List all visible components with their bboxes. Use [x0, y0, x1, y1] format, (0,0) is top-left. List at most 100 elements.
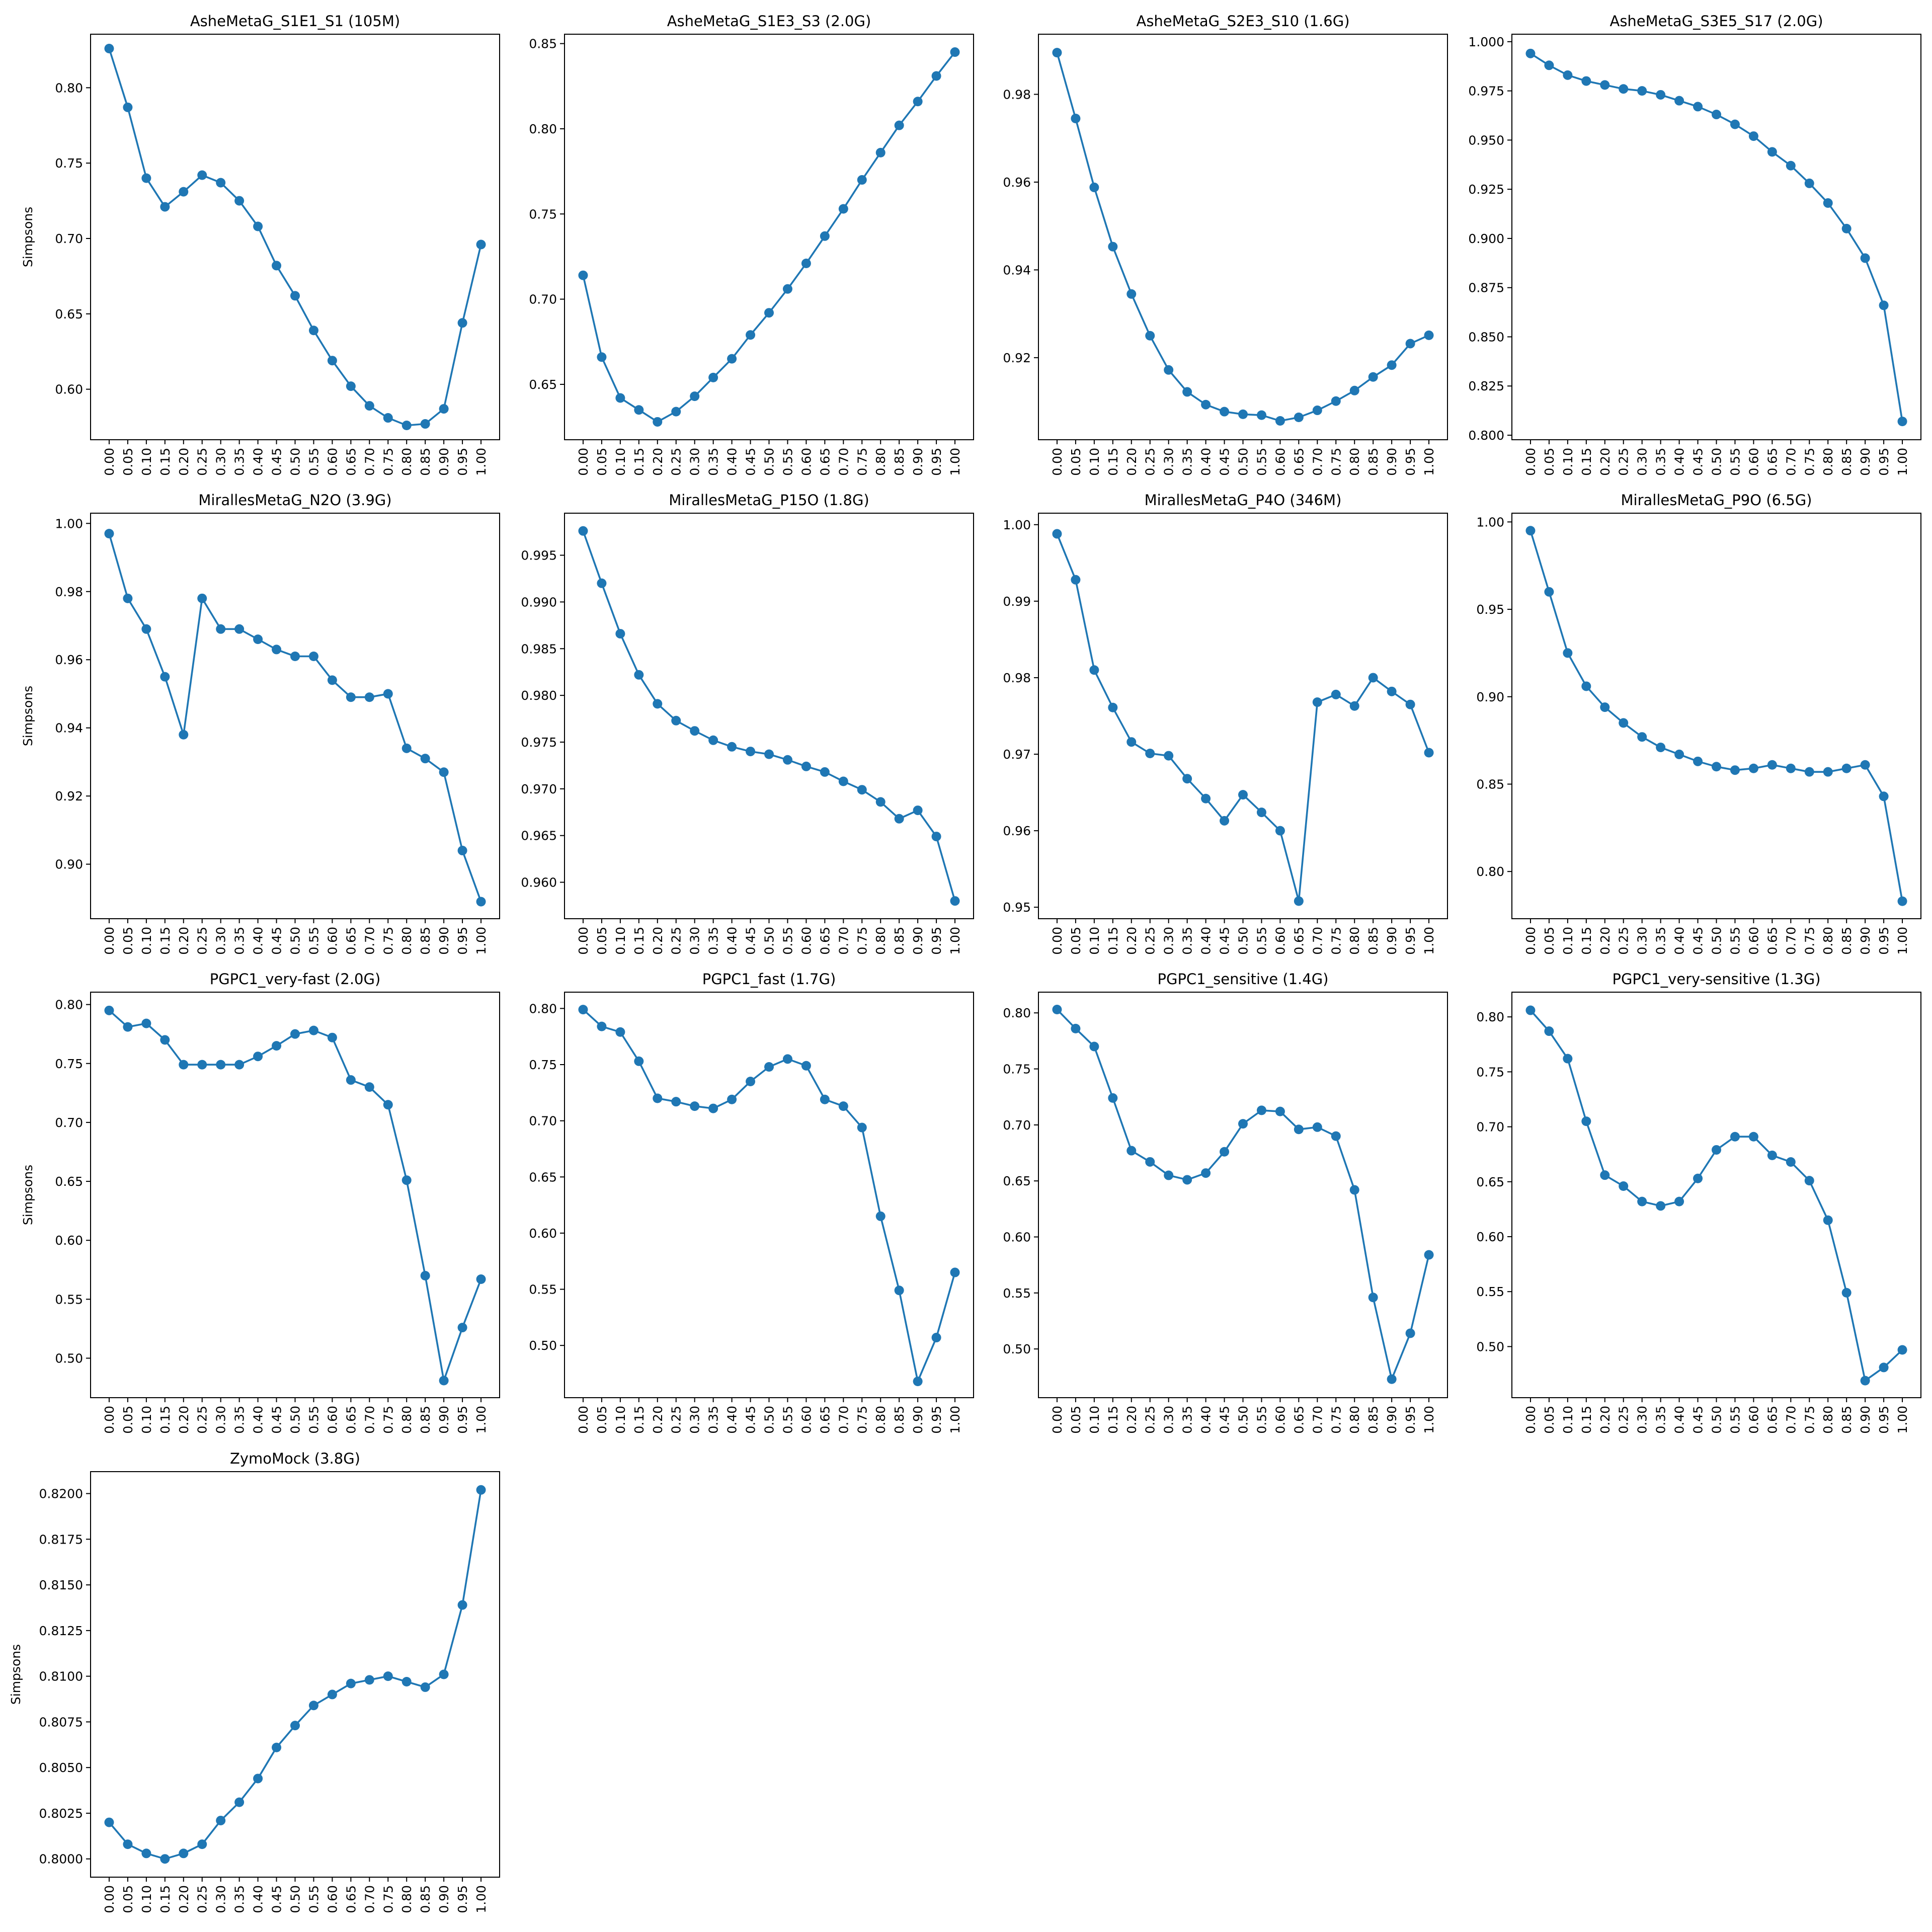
y-tick-label: 0.875	[1468, 281, 1504, 295]
y-tick-label: 0.85	[529, 37, 557, 51]
x-tick-label: 0.10	[139, 1406, 154, 1434]
subplot-2: AsheMetaG_S2E3_S10 (1.6G) 0.92 0.94 0.96 0.9…	[1003, 13, 1448, 476]
y-tick-label: 0.96	[1003, 824, 1031, 838]
y-tick-label: 0.65	[529, 377, 557, 392]
data-point	[875, 147, 886, 157]
x-tick-label: 0.70	[836, 1406, 851, 1434]
subplot-6: MirallesMetaG_P4O (346M) 0.95 0.96 0.97 0.98…	[1003, 492, 1448, 955]
data-point	[327, 1689, 337, 1700]
data-point	[439, 1376, 449, 1386]
subplot-10: PGPC1_sensitive (1.4G)0.500.550.600.650.…	[1003, 971, 1448, 1434]
data-point	[1712, 1145, 1721, 1155]
data-point	[1730, 119, 1740, 129]
y-tick-label: 0.70	[529, 292, 557, 307]
data-point	[820, 767, 830, 777]
x-tick-label: 0.10	[139, 927, 154, 955]
x-tick-label: 0.80	[873, 927, 888, 955]
data-point	[308, 1701, 318, 1711]
data-point	[290, 291, 300, 301]
data-point	[653, 417, 663, 427]
data-point	[1619, 84, 1629, 94]
x-tick-label: 0.15	[1579, 448, 1594, 476]
y-tick-label: 0.90	[1476, 690, 1504, 704]
data-point	[708, 1103, 718, 1113]
data-point	[1145, 1157, 1155, 1167]
x-tick-label: 0.20	[651, 448, 665, 476]
data-point	[1294, 413, 1304, 423]
data-point	[290, 1029, 300, 1039]
x-tick-label: 0.80	[1821, 927, 1835, 955]
data-point	[931, 832, 941, 842]
x-tick-label: 0.20	[651, 1406, 665, 1434]
subplot-title: AsheMetaG_S1E1_S1 (105M)	[190, 13, 400, 30]
data-point	[857, 175, 867, 185]
x-tick-label: 0.85	[418, 927, 433, 955]
x-tick-label: 0.10	[613, 1406, 628, 1434]
data-point	[253, 1774, 263, 1784]
x-tick-label: 0.45	[270, 1885, 284, 1913]
subplot-title: PGPC1_very-fast (2.0G)	[210, 971, 381, 988]
data-point	[1089, 665, 1099, 675]
x-tick-label: 1.00	[1895, 927, 1910, 955]
data-point	[1656, 743, 1666, 753]
data-point	[327, 1032, 337, 1042]
data-point	[1786, 763, 1796, 773]
y-tick-label: 0.92	[55, 789, 83, 803]
x-tick-label: 0.65	[1765, 1406, 1780, 1434]
y-tick-label: 0.8200	[39, 1487, 83, 1501]
data-point	[838, 204, 848, 214]
x-tick-label: 0.65	[344, 1885, 358, 1913]
data-point	[1879, 1362, 1889, 1373]
x-tick-label: 0.10	[613, 927, 628, 955]
x-tick-label: 0.35	[1180, 927, 1195, 955]
x-tick-label: 0.55	[1728, 1406, 1742, 1434]
y-tick-label: 0.80	[55, 998, 83, 1012]
data-point	[1424, 1250, 1434, 1260]
data-point	[457, 1600, 467, 1610]
x-tick-label: 0.95	[455, 927, 470, 955]
plot-frame	[90, 1471, 500, 1878]
series-line	[582, 51, 956, 423]
y-tick-label: 0.65	[55, 1174, 83, 1189]
data-point	[1674, 1196, 1684, 1206]
subplot-title: MirallesMetaG_N2O (3.9G)	[198, 492, 391, 509]
x-tick-label: 0.60	[1273, 448, 1287, 476]
x-tick-label: 0.45	[1691, 927, 1706, 955]
data-point	[420, 1682, 430, 1692]
data-point	[1275, 416, 1285, 426]
data-point	[1563, 1054, 1573, 1064]
data-point	[1674, 749, 1684, 759]
data-point	[1525, 48, 1536, 58]
x-tick-label: 0.35	[232, 927, 247, 955]
x-tick-label: 0.45	[744, 1406, 758, 1434]
data-point	[1405, 699, 1415, 709]
y-tick-label: 0.50	[529, 1338, 557, 1353]
data-point	[401, 1677, 412, 1687]
x-tick-label: 0.35	[1654, 1406, 1668, 1434]
x-tick-label: 0.15	[1579, 927, 1594, 955]
x-tick-label: 0.95	[1403, 448, 1418, 476]
x-tick-label: 0.20	[177, 1885, 191, 1913]
x-tick-label: 0.90	[437, 1885, 451, 1913]
data-point	[1804, 1176, 1814, 1186]
x-tick-label: 0.50	[762, 1406, 777, 1434]
x-tick-label: 0.25	[195, 1885, 210, 1913]
y-tick-label: 0.75	[529, 207, 557, 221]
x-tick-label: 0.90	[437, 1406, 451, 1434]
plot-frame	[1038, 34, 1448, 440]
data-point	[1164, 365, 1174, 375]
x-tick-label: 0.90	[1385, 1406, 1399, 1434]
y-tick-label: 0.850	[1468, 330, 1504, 344]
data-point	[894, 120, 904, 130]
x-tick-label: 0.15	[1106, 448, 1120, 476]
x-tick-label: 0.85	[418, 1885, 433, 1913]
x-tick-label: 0.65	[1292, 1406, 1306, 1434]
data-point	[894, 1285, 904, 1296]
data-point	[160, 202, 170, 212]
x-tick-label: 0.85	[1839, 927, 1854, 955]
x-tick-label: 0.05	[595, 1406, 609, 1434]
data-point	[1730, 765, 1740, 775]
data-point	[141, 173, 151, 183]
x-tick-label: 0.00	[102, 1406, 117, 1434]
data-point	[820, 231, 830, 241]
